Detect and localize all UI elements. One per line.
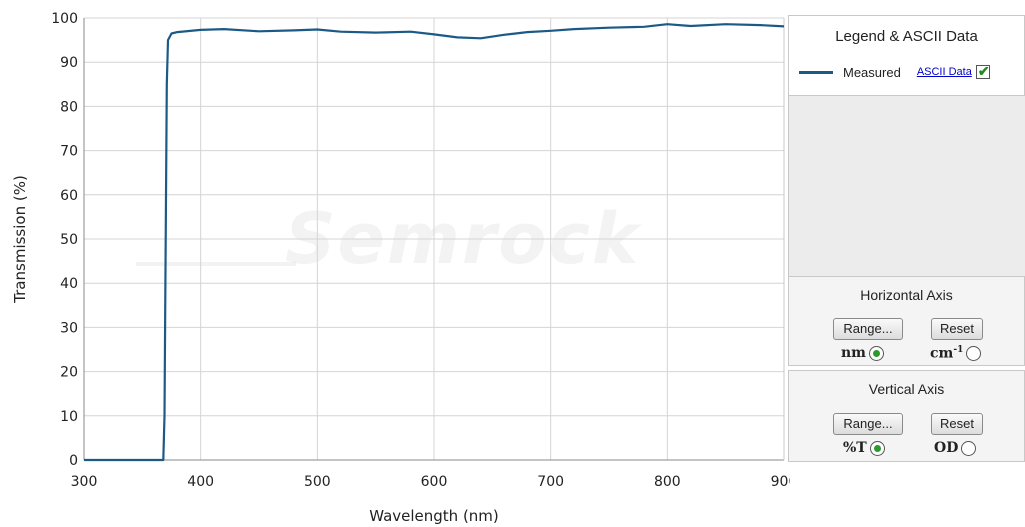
x-tick-label: 400 <box>187 474 214 490</box>
wavenumber-option[interactable]: cm-1 <box>930 345 982 362</box>
x-axis-title: Wavelength (nm) <box>369 507 499 525</box>
legend-panel: Legend & ASCII Data Measured ASCII Data … <box>788 15 1025 96</box>
y-tick-label: 40 <box>60 276 78 292</box>
panel-spacer <box>788 96 1025 276</box>
checkmark-icon: ✔ <box>977 63 990 79</box>
y-tick-label: 90 <box>60 55 78 71</box>
y-tick-label: 20 <box>60 365 78 381</box>
y-tick-label: 70 <box>60 144 78 160</box>
percent-t-label: %T <box>843 440 867 456</box>
series-line-measured <box>84 23 785 462</box>
od-label: OD <box>934 440 959 456</box>
nm-label: nm <box>841 345 866 361</box>
transmission-chart: 300 400 500 600 700 800 900 0 10 20 30 40 50 60 70 80 90… <box>11 11 790 525</box>
od-option[interactable]: OD <box>934 440 977 456</box>
vertical-axis-panel: Vertical Axis Range... Reset %T OD <box>788 370 1025 462</box>
legend-swatch <box>799 70 833 74</box>
y-axis-title: Transmission (%) <box>11 175 29 304</box>
x-tick-label: 300 <box>71 474 98 490</box>
nm-radio[interactable] <box>869 345 884 361</box>
y-tick-label: 30 <box>60 320 78 336</box>
y-tick-label: 0 <box>69 453 78 469</box>
y-tick-label: 100 <box>51 11 78 27</box>
horizontal-axis-title: Horizontal Axis <box>860 287 953 303</box>
wavenumber-radio[interactable] <box>966 345 982 361</box>
legend-title: Legend & ASCII Data <box>835 28 978 45</box>
legend-series-label: Measured <box>843 64 901 80</box>
watermark-line <box>136 262 296 266</box>
series-visible-checkbox[interactable]: ✔ <box>975 63 990 79</box>
x-tick-label: 900 <box>771 474 790 490</box>
x-tick-label: 700 <box>537 474 564 490</box>
vertical-axis-title: Vertical Axis <box>868 381 945 397</box>
od-radio[interactable] <box>961 440 977 456</box>
nm-option[interactable]: nm <box>841 345 884 361</box>
y-tick-label: 80 <box>60 99 78 115</box>
horizontal-reset-button[interactable]: Reset <box>931 318 983 340</box>
percent-t-radio[interactable] <box>869 440 885 456</box>
x-tick-label: 500 <box>304 474 331 490</box>
y-tick-label: 60 <box>60 188 78 204</box>
x-tick-label: 800 <box>654 474 681 490</box>
horizontal-range-button[interactable]: Range... <box>833 318 903 340</box>
legend-entry: Measured ASCII Data ✔ <box>799 63 990 81</box>
vertical-reset-button[interactable]: Reset <box>931 413 983 435</box>
wavenumber-label: cm-1 <box>930 345 964 362</box>
percent-t-option[interactable]: %T <box>843 440 885 456</box>
horizontal-axis-panel: Horizontal Axis Range... Reset nm cm-1 <box>788 276 1025 366</box>
ascii-data-link[interactable]: ASCII Data <box>916 66 972 78</box>
x-tick-label: 600 <box>421 474 448 490</box>
vertical-range-button[interactable]: Range... <box>833 413 903 435</box>
y-tick-label: 10 <box>60 409 78 425</box>
y-tick-label: 50 <box>60 232 78 248</box>
